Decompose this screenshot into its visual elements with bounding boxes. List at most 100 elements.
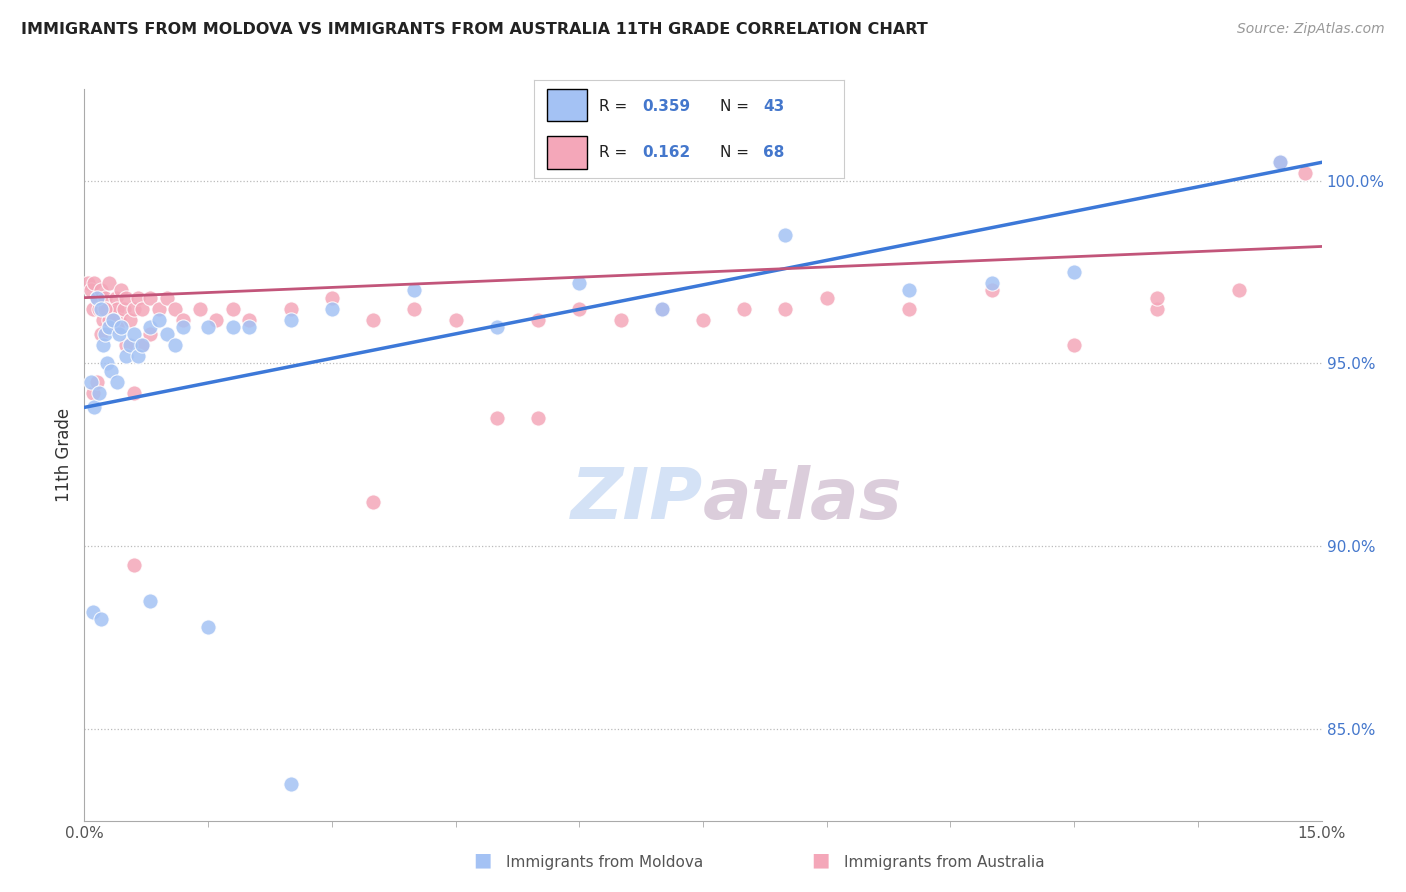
Point xyxy=(100,364,122,378)
FancyBboxPatch shape xyxy=(547,89,586,121)
Point xyxy=(131,301,153,316)
Point xyxy=(105,320,128,334)
Point xyxy=(91,338,114,352)
Text: 43: 43 xyxy=(763,99,785,114)
Point xyxy=(94,291,117,305)
Text: N =: N = xyxy=(720,145,754,161)
Point xyxy=(90,284,112,298)
Point xyxy=(1063,338,1085,352)
Text: IMMIGRANTS FROM MOLDOVA VS IMMIGRANTS FROM AUSTRALIA 11TH GRADE CORRELATION CHAR: IMMIGRANTS FROM MOLDOVA VS IMMIGRANTS FR… xyxy=(21,22,928,37)
Point xyxy=(82,301,104,316)
Text: 0.359: 0.359 xyxy=(643,99,690,114)
Point xyxy=(77,276,100,290)
Point xyxy=(898,301,921,316)
Point xyxy=(114,349,136,363)
Point xyxy=(122,327,145,342)
Point xyxy=(82,385,104,400)
Point xyxy=(404,284,426,298)
Point xyxy=(83,401,105,415)
Point xyxy=(110,284,132,298)
Point xyxy=(692,312,714,326)
Point xyxy=(238,320,260,334)
FancyBboxPatch shape xyxy=(547,136,586,169)
Point xyxy=(83,276,105,290)
Point xyxy=(112,301,135,316)
Point xyxy=(1063,265,1085,279)
Point xyxy=(94,327,117,342)
Point xyxy=(321,301,343,316)
Point xyxy=(775,301,797,316)
Point xyxy=(96,301,118,316)
Point xyxy=(86,291,108,305)
Point xyxy=(103,301,125,316)
Text: ■: ■ xyxy=(474,851,492,870)
Point xyxy=(1270,155,1292,169)
Point xyxy=(1146,291,1168,305)
Point xyxy=(1227,284,1250,298)
Point xyxy=(280,312,302,326)
Point xyxy=(197,620,219,634)
Point xyxy=(96,356,118,370)
Point xyxy=(108,312,131,326)
Point xyxy=(139,320,162,334)
Point xyxy=(118,338,141,352)
Y-axis label: 11th Grade: 11th Grade xyxy=(55,408,73,502)
Point xyxy=(139,327,162,342)
Text: Immigrants from Australia: Immigrants from Australia xyxy=(844,855,1045,870)
Point xyxy=(238,312,260,326)
Point xyxy=(122,301,145,316)
Point xyxy=(165,338,187,352)
Text: ■: ■ xyxy=(811,851,830,870)
Point xyxy=(898,284,921,298)
Point xyxy=(651,301,673,316)
Point xyxy=(105,301,128,316)
Point xyxy=(127,291,149,305)
Point xyxy=(1146,301,1168,316)
Point xyxy=(104,291,127,305)
Point xyxy=(148,312,170,326)
Point xyxy=(156,291,179,305)
Point xyxy=(103,312,125,326)
Point xyxy=(733,301,755,316)
Point xyxy=(444,312,467,326)
Point xyxy=(80,284,103,298)
Point xyxy=(103,312,125,326)
Point xyxy=(222,320,245,334)
Point xyxy=(122,558,145,572)
Point xyxy=(98,276,121,290)
Point xyxy=(98,312,121,326)
Point xyxy=(485,320,508,334)
Point xyxy=(82,605,104,619)
Point xyxy=(100,320,122,334)
Point xyxy=(222,301,245,316)
Point xyxy=(114,291,136,305)
Text: atlas: atlas xyxy=(703,465,903,534)
Point xyxy=(188,301,211,316)
Point xyxy=(165,301,187,316)
Point xyxy=(280,301,302,316)
Point xyxy=(568,301,591,316)
Text: Immigrants from Moldova: Immigrants from Moldova xyxy=(506,855,703,870)
Point xyxy=(1294,166,1316,180)
Point xyxy=(148,301,170,316)
Point xyxy=(90,612,112,626)
Point xyxy=(131,338,153,352)
Point xyxy=(775,228,797,243)
Point xyxy=(404,301,426,316)
Point xyxy=(1270,155,1292,169)
Point xyxy=(197,320,219,334)
Point xyxy=(485,411,508,425)
Point xyxy=(280,777,302,791)
Point xyxy=(527,312,550,326)
Text: 68: 68 xyxy=(763,145,785,161)
Point xyxy=(98,320,121,334)
Point xyxy=(122,385,145,400)
Point xyxy=(108,327,131,342)
Point xyxy=(139,291,162,305)
Text: Source: ZipAtlas.com: Source: ZipAtlas.com xyxy=(1237,22,1385,37)
Point xyxy=(139,594,162,608)
Point xyxy=(89,301,111,316)
Point xyxy=(205,312,228,326)
Point xyxy=(131,338,153,352)
Point xyxy=(114,338,136,352)
